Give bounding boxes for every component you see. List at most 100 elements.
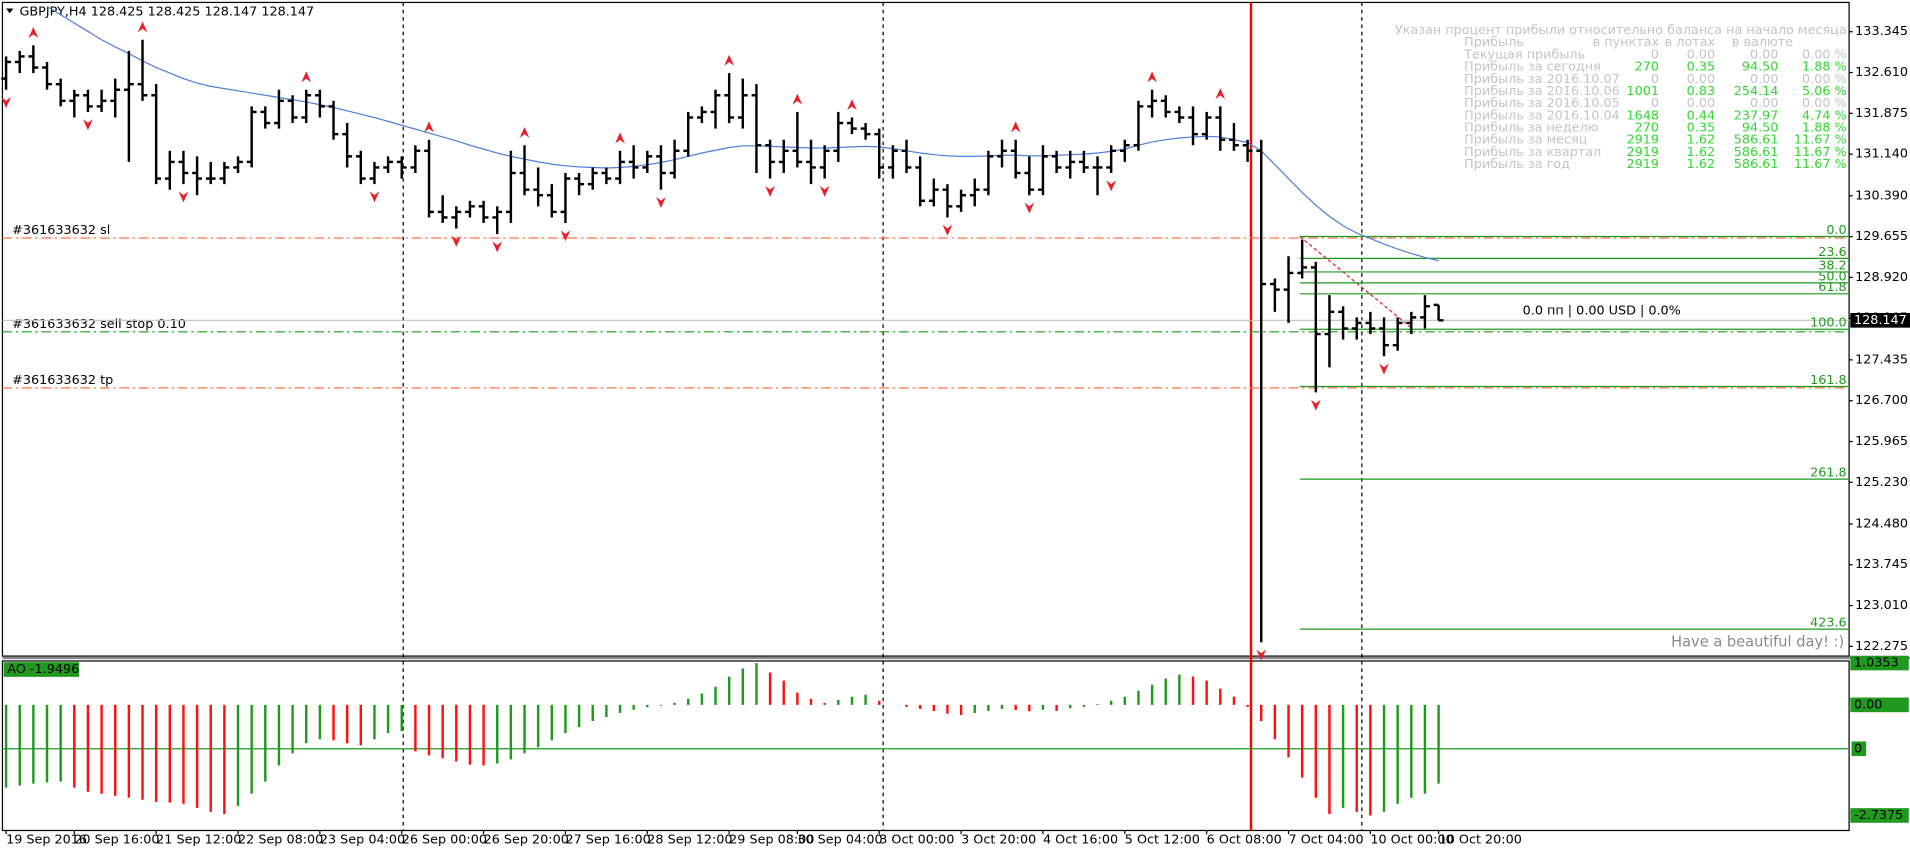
fractal-down [178, 191, 189, 203]
fractal-up [792, 93, 803, 105]
x-tick-label: 28 Sep 12:00 [647, 833, 732, 848]
x-tick-label: 10 Oct 20:00 [1439, 833, 1522, 848]
y-tick-label: 128.920 [1855, 270, 1908, 285]
x-tick-label: 23 Sep 04:00 [320, 833, 405, 848]
panel-cell: 586.61 [1734, 145, 1779, 160]
fractal-down [1379, 363, 1389, 375]
panel-title: Указан процент прибыли относительно бала… [1395, 23, 1847, 38]
x-tick-label: 29 Sep 08:00 [729, 833, 814, 848]
panel-cell: 0.00 [1687, 47, 1715, 62]
fib-label: 423.6 [1810, 616, 1847, 631]
x-tick-label: 26 Sep 20:00 [484, 833, 569, 848]
x-tick-label: 7 Oct 04:00 [1289, 833, 1364, 848]
panel-cell: 11.67 % [1794, 145, 1847, 160]
indicator-tick-label: -2.7375 [1854, 808, 1903, 823]
price-box [1850, 313, 1910, 328]
panel-cell: 4.74 % [1802, 108, 1847, 123]
y-tick-box [1850, 655, 1909, 671]
fractal-down [560, 230, 571, 242]
greeting: Have a beautiful day! :) [1671, 634, 1844, 651]
fractal-down [942, 224, 953, 236]
fib-label: 100.0 [1810, 316, 1847, 331]
indicator-tick-label: 1.0353 [1854, 656, 1899, 671]
panel-cell: 237.97 [1734, 108, 1779, 123]
panel-row-label: Прибыль за год [1464, 157, 1570, 172]
panel-cell: 0 [1651, 72, 1659, 87]
info-panel: Указан процент прибыли относительно бала… [1395, 23, 1847, 172]
y-tick-label: 130.390 [1855, 188, 1908, 203]
x-tick-label: 3 Oct 20:00 [961, 833, 1036, 848]
x-tick-label: 5 Oct 12:00 [1125, 833, 1200, 848]
fractal-up [615, 132, 625, 144]
fractal-up [1215, 88, 1226, 100]
fractal-down [83, 119, 93, 131]
fractal-up [424, 121, 434, 133]
panel-cell: 1.62 [1687, 145, 1715, 160]
y-tick-label: 133.345 [1855, 24, 1908, 39]
fib-label: 50.0 [1818, 269, 1846, 284]
menu-arrow[interactable] [6, 8, 14, 14]
x-tick-label: 30 Sep 04:00 [797, 833, 882, 848]
fractal-up [137, 21, 148, 33]
y-tick-box [1850, 697, 1909, 713]
panel-cell: 5.06 % [1802, 84, 1847, 99]
fib-label: 23.6 [1818, 245, 1846, 260]
order-label: #361633632 sell stop 0.10 [12, 317, 186, 332]
y-tick-label: 122.275 [1855, 639, 1908, 654]
panel-cell: 11.67 % [1794, 133, 1847, 148]
fib-label: 161.8 [1810, 373, 1847, 388]
panel-cell: 0.00 % [1802, 47, 1847, 62]
panel-cell: 1.88 % [1802, 121, 1847, 136]
panel-cell: 0.00 [1687, 96, 1715, 111]
level-label: 0 [1854, 741, 1862, 756]
panel-cell: 254.14 [1734, 84, 1779, 99]
fib-label: 61.8 [1818, 280, 1846, 295]
fractal-down [1024, 202, 1035, 214]
fractal-up [724, 54, 735, 66]
fractal-up [28, 27, 39, 38]
panel-cell: 2919 [1627, 133, 1660, 148]
y-tick-label: 123.745 [1855, 557, 1908, 572]
panel-cell: 94.50 [1742, 60, 1779, 75]
panel-cell: 270 [1635, 121, 1659, 136]
panel-column: в валюте [1732, 35, 1793, 50]
x-tick-label: 27 Sep 16:00 [565, 833, 650, 848]
y-tick-label: 125.230 [1855, 475, 1908, 490]
fib-label: 261.8 [1810, 466, 1847, 481]
panel-column: Прибыль [1464, 35, 1524, 50]
panel-cell: 586.61 [1734, 133, 1779, 148]
panel-cell: 0.00 [1750, 96, 1778, 111]
panel-cell: 11.67 % [1794, 157, 1847, 172]
fractal-up [1147, 71, 1157, 83]
panel-cell: 94.50 [1742, 121, 1779, 136]
panel-row-label: Прибыль за 2016.10.05 [1464, 96, 1620, 111]
fractal-up [1010, 121, 1021, 133]
x-tick-label: 21 Sep 12:00 [156, 833, 241, 848]
fractal-down [451, 235, 462, 247]
y-tick-label: 131.140 [1855, 147, 1908, 162]
indicator-tick-label: 0.00 [1854, 697, 1882, 712]
fib-label: 0.0 [1826, 223, 1846, 238]
y-tick-box [1850, 808, 1909, 823]
order-label: #361633632 sl [12, 223, 110, 238]
order-label: #361633632 tp [12, 373, 113, 388]
panel-column: в пунктах [1593, 35, 1660, 50]
x-tick-label: 20 Sep 16:00 [74, 833, 159, 848]
panel-row-label: Прибыль за 2016.10.06 [1464, 84, 1620, 99]
x-tick-label: 4 Oct 16:00 [1043, 833, 1118, 848]
fractal-down [656, 196, 666, 208]
panel-cell: 270 [1635, 60, 1659, 75]
y-tick-label: 129.655 [1855, 229, 1908, 244]
fractal-down [1106, 180, 1117, 192]
panel-cell: 0.00 [1687, 72, 1715, 87]
panel-cell: 1.88 % [1802, 60, 1847, 75]
fractal-up [847, 99, 857, 111]
fractal-down [492, 241, 503, 253]
x-tick-label: 6 Oct 08:00 [1207, 833, 1282, 848]
panel-cell: 0.00 [1750, 72, 1778, 87]
y-tick-label: 124.480 [1855, 516, 1908, 531]
